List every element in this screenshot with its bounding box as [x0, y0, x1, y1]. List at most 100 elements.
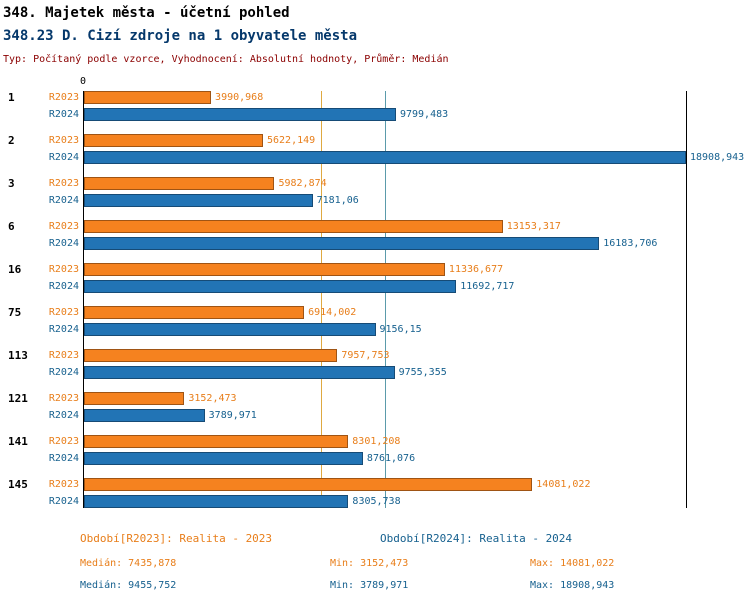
value-label: 9799,483: [399, 108, 449, 120]
bar-row-r2024: R2024 18908,943: [49, 150, 744, 164]
series-label-r2023: R2023: [48, 263, 79, 275]
series-label-r2023: R2023: [48, 306, 79, 318]
plot-area: 0 1 R2023 3990,968 R2024 9799,483 2 R2023 5622,…: [8, 76, 744, 508]
bar-r2024-113: [84, 365, 395, 379]
indicator-title: 348.23 D. Cizí zdroje na 1 obyvatele měs…: [3, 28, 358, 45]
series-label-r2024: R2024: [48, 452, 79, 464]
bar-chart: 0 1 R2023 3990,968 R2024 9799,483 2 R2023 5622,…: [0, 76, 750, 508]
category-label: 1: [8, 90, 15, 104]
legend-r2024: Období[R2024]: Realita - 2024: [380, 531, 573, 545]
bar-group-141: 141 R2023 8301,208 R2024 8761,076: [8, 434, 686, 465]
bar-r2023-16: [84, 262, 445, 276]
value-label: 13153,317: [506, 220, 561, 232]
bar-group-1: 1 R2023 3990,968 R2024 9799,483: [8, 90, 686, 121]
value-label: 8301,208: [352, 435, 401, 447]
median-r2023-line: [320, 90, 322, 508]
bar-row-r2024: R2024 9755,355: [49, 365, 686, 379]
bar-row-r2023: R2023 5622,149: [49, 133, 686, 147]
value-label: 16183,706: [603, 237, 658, 249]
bar-group-16: 16 R2023 11336,677 R2024 11692,717: [8, 262, 686, 293]
chart-legend: Období[R2023]: Realita - 2023 Období[R20…: [0, 532, 750, 546]
series-label-r2024: R2024: [48, 366, 79, 378]
value-label: 11692,717: [460, 280, 515, 292]
category-label: 16: [8, 262, 22, 276]
bar-row-r2023: R2023 7957,753: [49, 348, 686, 362]
value-label: 8305,738: [352, 495, 401, 507]
stat-max-r2024: Max: 18908,943: [530, 579, 615, 591]
bar-row-r2024: R2024 9156,15: [49, 322, 686, 336]
legend-r2023: Období[R2023]: Realita - 2023: [80, 531, 273, 545]
series-label-r2024: R2024: [48, 409, 79, 421]
series-label-r2023: R2023: [48, 435, 79, 447]
category-label: 141: [8, 434, 28, 448]
bar-group-113: 113 R2023 7957,753 R2024 9755,355: [8, 348, 686, 379]
value-label: 3990,968: [215, 91, 264, 103]
bar-group-145: 145 R2023 14081,022 R2024 8305,738: [8, 477, 686, 508]
bar-row-r2023: R2023 6914,002: [49, 305, 686, 319]
stat-median-r2024: Medián: 9455,752: [80, 579, 177, 591]
value-label: 7181,06: [316, 194, 359, 206]
bar-row-r2024: R2024 3789,971: [49, 408, 686, 422]
series-label-r2024: R2024: [48, 108, 79, 120]
value-label: 8761,076: [366, 452, 416, 464]
bar-r2024-145: [84, 494, 349, 508]
bar-r2024-6: [84, 236, 600, 250]
stat-min-r2024: Min: 3789,971: [330, 579, 409, 591]
category-label: 75: [8, 305, 22, 319]
series-label-r2023: R2023: [48, 349, 79, 361]
series-label-r2023: R2023: [48, 177, 79, 189]
bar-row-r2023: R2023 13153,317: [49, 219, 686, 233]
bar-r2023-6: [84, 219, 503, 233]
bar-group-6: 6 R2023 13153,317 R2024 16183,706: [8, 219, 686, 250]
bar-r2024-1: [84, 107, 396, 121]
value-label: 14081,022: [536, 478, 591, 490]
value-label: 3152,473: [188, 392, 237, 404]
bar-r2024-75: [84, 322, 376, 336]
value-label: 6914,002: [308, 306, 357, 318]
report-header: 348. Majetek města - účetní pohled 348.2…: [0, 0, 750, 65]
bar-r2023-1: [84, 90, 212, 104]
series-label-r2024: R2024: [48, 194, 79, 206]
bar-row-r2024: R2024 8305,738: [49, 494, 686, 508]
stats-row-r2024: Medián: 9455,752 Min: 3789,971 Max: 1890…: [0, 580, 750, 602]
value-label: 7957,753: [341, 349, 390, 361]
bar-r2023-113: [84, 348, 338, 362]
category-label: 6: [8, 219, 15, 233]
bar-r2024-121: [84, 408, 205, 422]
value-label: 9156,15: [379, 323, 422, 335]
bar-row-r2023: R2023 5982,874: [49, 176, 686, 190]
bar-r2024-2: [84, 150, 686, 164]
bar-row-r2023: R2023 3152,473: [49, 391, 686, 405]
category-label: 3: [8, 176, 15, 190]
summary-stats: Medián: 7435,878 Min: 3152,473 Max: 1408…: [0, 558, 750, 602]
series-label-r2024: R2024: [48, 323, 79, 335]
bar-group-2: 2 R2023 5622,149 R2024 18908,943: [8, 133, 744, 164]
bar-r2023-141: [84, 434, 349, 448]
value-label: 5622,149: [266, 134, 316, 146]
bar-r2024-3: [84, 193, 313, 207]
bar-row-r2024: R2024 16183,706: [49, 236, 686, 250]
bar-row-r2024: R2024 9799,483: [49, 107, 686, 121]
bar-row-r2023: R2023 3990,968: [49, 90, 686, 104]
bar-r2023-145: [84, 477, 533, 491]
bar-group-121: 121 R2023 3152,473 R2024 3789,971: [8, 391, 686, 422]
stat-max-r2023: Max: 14081,022: [530, 557, 615, 569]
bar-group-75: 75 R2023 6914,002 R2024 9156,15: [8, 305, 686, 336]
bar-r2023-75: [84, 305, 305, 319]
series-label-r2023: R2023: [48, 478, 79, 490]
category-label: 113: [8, 348, 28, 362]
series-label-r2023: R2023: [48, 134, 79, 146]
bar-row-r2023: R2023 11336,677: [49, 262, 686, 276]
series-label-r2024: R2024: [48, 280, 79, 292]
bar-row-r2024: R2024 8761,076: [49, 451, 686, 465]
series-label-r2024: R2024: [48, 495, 79, 507]
value-label: 5982,874: [278, 177, 327, 189]
bar-r2024-141: [84, 451, 363, 465]
bar-r2023-121: [84, 391, 185, 405]
series-label-r2023: R2023: [48, 220, 79, 232]
series-label-r2024: R2024: [48, 237, 79, 249]
bar-row-r2023: R2023 14081,022: [49, 477, 686, 491]
bar-r2023-3: [84, 176, 275, 190]
value-label: 11336,677: [448, 263, 504, 275]
